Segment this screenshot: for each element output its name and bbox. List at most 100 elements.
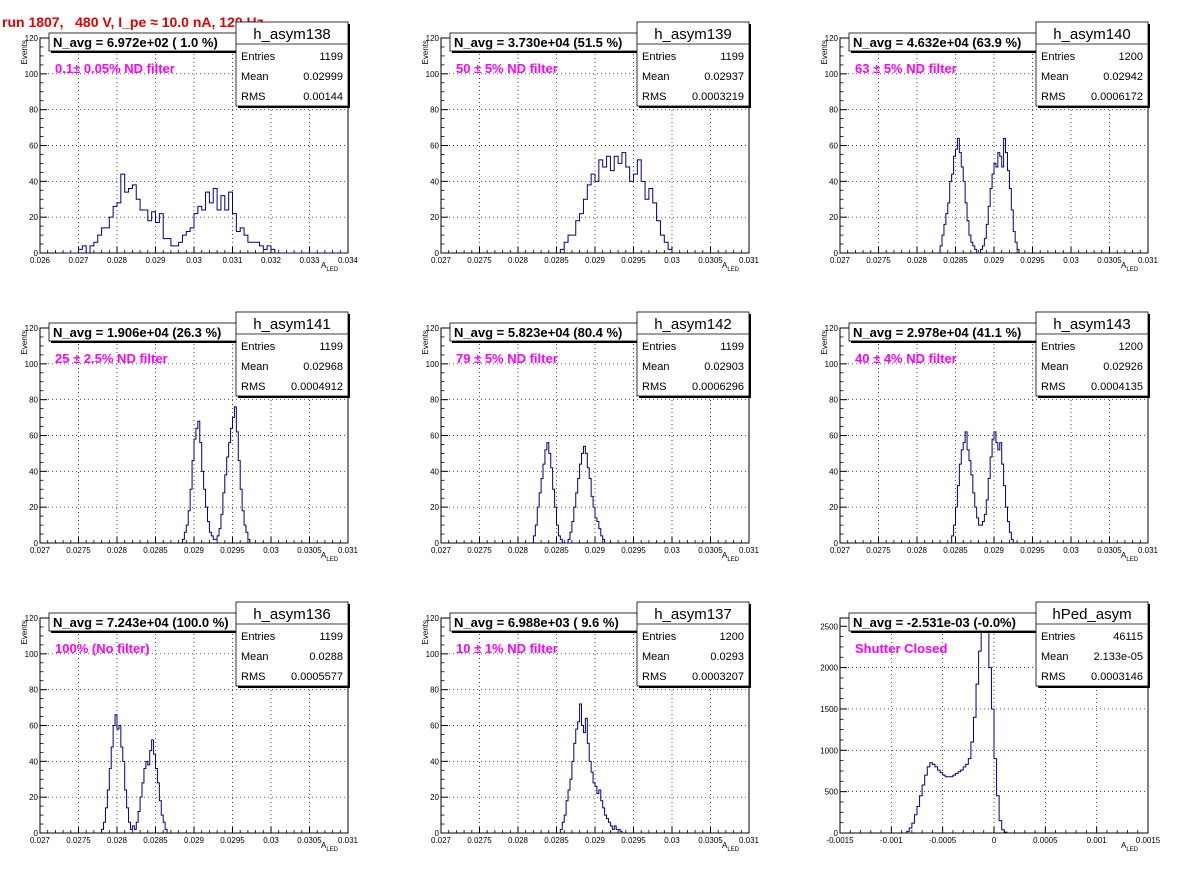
chart-h_asym139-stat-value: 0.02937 <box>704 71 744 83</box>
chart-h_asym139-xtick-label: 0.027 <box>431 256 452 265</box>
chart-h_asym136-ytick-label: 0 <box>34 829 39 838</box>
chart-h_asym138-stat-value: 0.02999 <box>303 71 343 83</box>
chart-h_asym138: 0.026 0.027 0.028 0.029 0.03 0.031 0.032 0.033 0… <box>20 21 359 273</box>
chart-h_asym140-stats-box <box>1035 21 1149 107</box>
chart-h_asym143-xtick-label: 0.0285 <box>943 546 968 555</box>
chart-h_asym138-stat-value: 1199 <box>319 51 343 63</box>
chart-h_asym136-stat-value: 1199 <box>319 631 343 643</box>
chart-h_asym140-xtick-label: 0.028 <box>907 256 928 265</box>
chart-h_asym139-stat-label: Entries <box>642 51 677 63</box>
chart-h_asym140-xtick-label: 0.03 <box>1063 256 1079 265</box>
chart-h_asym140-ytick-label: 100 <box>825 70 839 79</box>
chart-h_asym138-stat-label: Entries <box>241 51 276 63</box>
chart-h_asym136-ytick-label: 120 <box>25 614 39 623</box>
chart-h_asym142-ytick-label: 60 <box>430 432 439 441</box>
chart-h_asym138-xtick-label: 0.028 <box>107 256 128 265</box>
chart-h_asym142-xtick-label: 0.029 <box>585 546 606 555</box>
chart-h_asym142-xtick-label: 0.028 <box>508 546 529 555</box>
chart-hPed_asym-xtick-label: -0.0015 <box>826 836 854 845</box>
chart-h_asym138-ytick-label: 80 <box>29 106 38 115</box>
chart-h_asym138-ytick-label: 60 <box>29 142 38 151</box>
chart-h_asym142-ytick-label: 120 <box>426 324 440 333</box>
chart-h_asym139-xtick-label: 0.0285 <box>544 256 569 265</box>
chart-h_asym138-xtick-label: 0.031 <box>222 256 243 265</box>
chart-h_asym140-xtick-label: 0.0275 <box>866 256 891 265</box>
chart-h_asym138-navg: N_avg = 6.972e+02 ( 1.0 %) <box>53 35 218 50</box>
chart-hPed_asym-stat-label: Entries <box>1041 631 1076 643</box>
chart-hPed_asym-ytick-label: 500 <box>825 788 839 797</box>
chart-h_asym140-navg: N_avg = 4.632e+04 (63.9 %) <box>853 35 1021 50</box>
chart-h_asym141-ytick-label: 60 <box>29 432 38 441</box>
chart-h_asym138-xtick-label: 0.026 <box>30 256 51 265</box>
chart-h_asym142-stat-value: 0.0006296 <box>692 381 744 393</box>
chart-h_asym136-ytick-label: 80 <box>29 686 38 695</box>
chart-h_asym143: 0.027 0.0275 0.028 0.0285 0.029 0.0295 0.03 0.0… <box>820 311 1159 563</box>
chart-h_asym136-xtick-label: 0.0285 <box>143 836 168 845</box>
chart-h_asym138-stats-box <box>235 21 349 107</box>
chart-h_asym143-ytick-label: 100 <box>825 360 839 369</box>
chart-h_asym143-xtick-label: 0.031 <box>1138 546 1159 555</box>
chart-h_asym143-ytick-label: 60 <box>829 432 838 441</box>
chart-h_asym142-ytick-label: 100 <box>426 360 440 369</box>
chart-h_asym137-stats-box <box>636 601 750 687</box>
chart-h_asym137-ylabel: Events <box>421 620 430 644</box>
chart-h_asym143-xtick-label: 0.0295 <box>1020 546 1045 555</box>
chart-h_asym138-ytick-label: 0 <box>34 249 39 258</box>
chart-h_asym139-histogram <box>559 152 673 253</box>
chart-h_asym139-ytick-label: 120 <box>426 34 440 43</box>
chart-h_asym138-xtick-label: 0.034 <box>338 256 359 265</box>
chart-h_asym143-stat-value: 0.0004135 <box>1091 381 1143 393</box>
chart-h_asym141-ytick-label: 120 <box>25 324 39 333</box>
chart-h_asym142-stat-label: Mean <box>642 361 670 373</box>
chart-h_asym138-stat-value: 0.00144 <box>303 91 343 103</box>
chart-h_asym139-ytick-label: 0 <box>435 249 440 258</box>
chart-h_asym136-stat-label: RMS <box>241 671 265 683</box>
chart-h_asym143-name: h_asym143 <box>1053 316 1131 333</box>
chart-h_asym138-xtick-label: 0.032 <box>261 256 282 265</box>
chart-h_asym136-xtick-label: 0.031 <box>338 836 359 845</box>
chart-h_asym137-ytick-label: 0 <box>435 829 440 838</box>
chart-h_asym141-ytick-label: 80 <box>29 396 38 405</box>
chart-h_asym138-ylabel: Events <box>20 40 29 64</box>
chart-h_asym137-ytick-label: 40 <box>430 757 439 766</box>
chart-h_asym140-stat-value: 1200 <box>1119 51 1143 63</box>
chart-h_asym143-ytick-label: 20 <box>829 503 838 512</box>
chart-h_asym137-navg: N_avg = 6.988e+03 ( 9.6 %) <box>454 615 619 630</box>
chart-h_asym143-xtick-label: 0.0275 <box>866 546 891 555</box>
chart-hPed_asym-stats-box <box>1035 601 1149 687</box>
chart-h_asym143-xtick-label: 0.029 <box>984 546 1005 555</box>
chart-h_asym141-stat-value: 1199 <box>319 341 343 353</box>
chart-h_asym142-ylabel: Events <box>421 330 430 354</box>
chart-h_asym141-annotation: 25 ± 2.5% ND filter <box>55 351 168 366</box>
chart-h_asym137-ytick-label: 60 <box>430 722 439 731</box>
chart-h_asym137-stat-value: 0.0003207 <box>692 671 744 683</box>
chart-h_asym136-xtick-label: 0.0305 <box>297 836 322 845</box>
chart-h_asym137-xtick-label: 0.0275 <box>467 836 492 845</box>
chart-h_asym141: 0.027 0.0275 0.028 0.0285 0.029 0.0295 0.03 0.0… <box>20 311 359 563</box>
chart-h_asym140-stat-label: Mean <box>1041 71 1069 83</box>
chart-h_asym138-ytick-label: 120 <box>25 34 39 43</box>
chart-h_asym140-stat-value: 0.0006172 <box>1091 91 1143 103</box>
chart-h_asym143-xtick-label: 0.0305 <box>1097 546 1122 555</box>
chart-hPed_asym-stat-label: RMS <box>1041 671 1065 683</box>
chart-h_asym138-xtick-label: 0.03 <box>186 256 202 265</box>
chart-h_asym139-stat-label: RMS <box>642 91 666 103</box>
chart-h_asym139-ytick-label: 60 <box>430 142 439 151</box>
chart-h_asym143-xtick-label: 0.028 <box>907 546 928 555</box>
chart-h_asym142-stat-label: RMS <box>642 381 666 393</box>
chart-h_asym141-xtick-label: 0.0285 <box>143 546 168 555</box>
chart-h_asym142: 0.027 0.0275 0.028 0.0285 0.029 0.0295 0.03 0.0… <box>421 311 760 563</box>
chart-h_asym143-stat-value: 0.02926 <box>1103 361 1143 373</box>
chart-h_asym136-ytick-label: 60 <box>29 722 38 731</box>
chart-h_asym143-stat-label: Mean <box>1041 361 1069 373</box>
chart-h_asym138-histogram <box>63 173 348 254</box>
chart-hPed_asym-stat-label: Mean <box>1041 651 1069 663</box>
chart-h_asym136-xtick-label: 0.027 <box>30 836 51 845</box>
chart-h_asym137-xtick-label: 0.0295 <box>621 836 646 845</box>
chart-h_asym142-xtick-label: 0.0285 <box>544 546 569 555</box>
chart-h_asym137-xtick-label: 0.028 <box>508 836 529 845</box>
chart-h_asym136-name: h_asym136 <box>253 606 331 623</box>
chart-h_asym140-ytick-label: 0 <box>834 249 839 258</box>
chart-h_asym136-xtick-label: 0.028 <box>107 836 128 845</box>
chart-h_asym139-ytick-label: 20 <box>430 213 439 222</box>
